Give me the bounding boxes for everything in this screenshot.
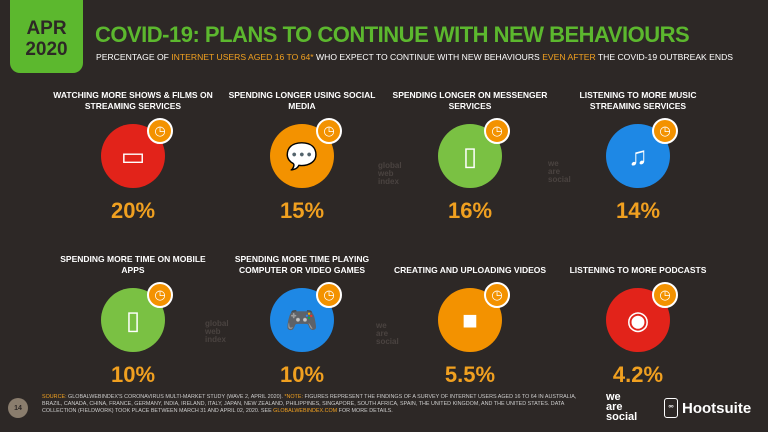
behaviour-card: LISTENING TO MORE MUSIC STREAMING SERVIC… (558, 88, 718, 224)
clock-icon: ◷ (316, 118, 342, 144)
behaviour-percentage: 5.5% (444, 362, 496, 387)
icon-glyph: ♫ (628, 140, 648, 171)
clock-icon: ◷ (316, 282, 342, 308)
behaviour-card: SPENDING MORE TIME PLAYING COMPUTER OR V… (222, 252, 382, 388)
page-title: COVID-19: PLANS TO CONTINUE WITH NEW BEH… (95, 22, 690, 47)
behaviour-label: SPENDING MORE TIME PLAYING COMPUTER OR V… (234, 254, 370, 275)
chat-bubbles-icon: 💬 ◷ (270, 118, 342, 188)
behaviour-label: WATCHING MORE SHOWS & FILMS ON STREAMING… (53, 90, 213, 111)
was-watermark: we are social (548, 159, 571, 184)
clock-icon: ◷ (652, 118, 678, 144)
clock-icon: ◷ (484, 118, 510, 144)
behaviour-label: SPENDING LONGER USING SOCIAL MEDIA (228, 90, 376, 111)
owl-icon: ºº (664, 398, 678, 418)
tv-icon: ▭ ◷ (101, 118, 173, 188)
behaviour-label: LISTENING TO MORE PODCASTS (569, 265, 707, 275)
behaviour-card: WATCHING MORE SHOWS & FILMS ON STREAMING… (53, 88, 213, 224)
icon-glyph: 💬 (285, 140, 319, 171)
clock-icon: ◷ (652, 282, 678, 308)
behaviour-label: SPENDING LONGER ON MESSENGER SERVICES (392, 90, 548, 111)
mobile-app-icon: ▯ ◷ (101, 282, 173, 352)
source-link[interactable]: GLOBALWEBINDEX.COM (273, 408, 338, 414)
gwi-watermark: global web index (205, 319, 229, 344)
gwi-watermark: global web index (378, 161, 402, 186)
icon-glyph: ◉ (626, 304, 650, 335)
page-subtitle: PERCENTAGE OF INTERNET USERS AGED 16 TO … (96, 52, 734, 62)
behaviour-card: SPENDING LONGER ON MESSENGER SERVICES ▯ ◷… (390, 88, 550, 224)
behaviour-percentage: 20% (110, 198, 156, 223)
footnote: SOURCE: GLOBALWEBINDEX'S CORONAVIRUS MUL… (42, 394, 577, 414)
behaviour-label: SPENDING MORE TIME ON MOBILE APPS (60, 254, 206, 275)
behaviour-percentage: 16% (447, 198, 493, 223)
behaviour-card: SPENDING MORE TIME ON MOBILE APPS ▯ ◷ 10% (53, 252, 213, 388)
behaviour-percentage: 10% (279, 362, 325, 387)
icon-glyph: ▭ (120, 140, 146, 171)
page-number: 14 (8, 398, 28, 418)
behaviour-card: CREATING AND UPLOADING VIDEOS ■ ◷ 5.5% (390, 252, 550, 388)
behaviour-card: SPENDING LONGER USING SOCIAL MEDIA 💬 ◷ 15… (222, 88, 382, 224)
we-are-social-logo: we are social (606, 391, 638, 423)
video-camera-icon: ■ ◷ (438, 282, 510, 352)
hootsuite-logo: ºº Hootsuite (664, 398, 751, 418)
behaviour-percentage: 10% (110, 362, 156, 387)
clock-icon: ◷ (147, 282, 173, 308)
icon-glyph: 🎮 (285, 304, 319, 335)
behaviour-percentage: 4.2% (612, 362, 664, 387)
icon-glyph: ■ (462, 304, 478, 335)
behaviour-card: LISTENING TO MORE PODCASTS ◉ ◷ 4.2% (558, 252, 718, 388)
phone-chat-icon: ▯ ◷ (438, 118, 510, 188)
gamepad-icon: 🎮 ◷ (270, 282, 342, 352)
behaviour-label: CREATING AND UPLOADING VIDEOS (393, 265, 547, 275)
icon-glyph: ▯ (462, 140, 478, 171)
icon-glyph: ▯ (125, 304, 141, 335)
behaviour-label: LISTENING TO MORE MUSIC STREAMING SERVIC… (579, 90, 697, 111)
behaviour-percentage: 15% (279, 198, 325, 223)
clock-icon: ◷ (484, 282, 510, 308)
podcast-icon: ◉ ◷ (606, 282, 678, 352)
date-badge: APR 2020 (10, 0, 83, 73)
date-month: APR (26, 17, 67, 39)
cloud-music-icon: ♫ ◷ (606, 118, 678, 188)
date-year: 2020 (25, 38, 68, 60)
behaviour-percentage: 14% (615, 198, 661, 223)
was-watermark: we are social (376, 321, 399, 346)
clock-icon: ◷ (147, 118, 173, 144)
